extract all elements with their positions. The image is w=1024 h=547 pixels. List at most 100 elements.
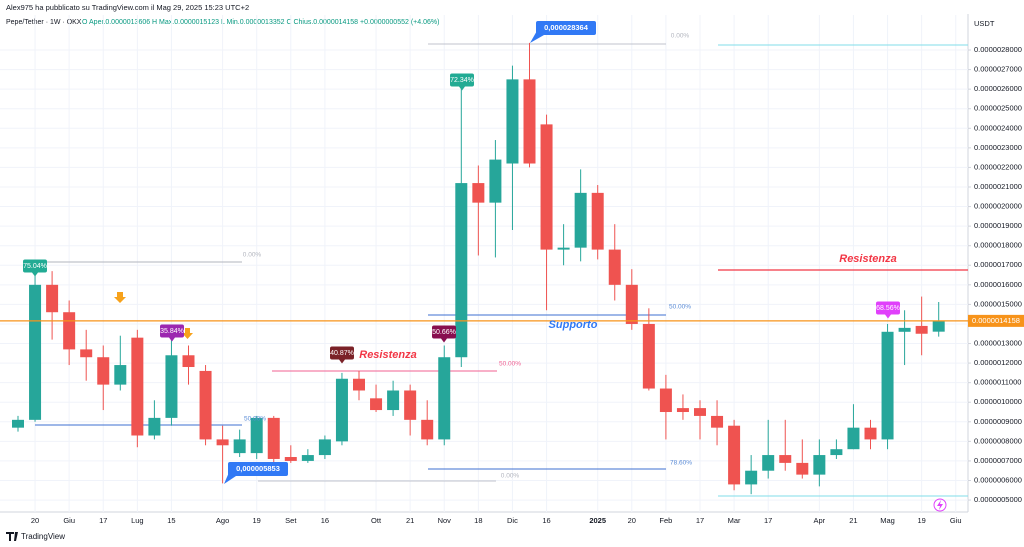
y-tick-label: 0.0000009000: [974, 417, 1022, 426]
y-tick-label: 0.0000024000: [974, 123, 1022, 132]
y-tick-label: 0.0000019000: [974, 221, 1022, 230]
candle-body: [267, 417, 280, 459]
x-tick-label: 17: [99, 516, 107, 525]
candle-body: [557, 247, 570, 250]
x-tick-label: Feb: [659, 516, 672, 525]
candle-body: [608, 249, 621, 285]
callout-label: 40.87%: [330, 350, 354, 357]
x-tick-label: 17: [764, 516, 772, 525]
candle-body: [284, 457, 297, 461]
callout-box: [23, 259, 47, 273]
x-tick-label: 21: [406, 516, 414, 525]
candle-body: [574, 192, 587, 248]
candle-body: [370, 398, 383, 411]
x-tick-label: 16: [542, 516, 550, 525]
currency: USDT: [974, 19, 995, 28]
y-tick-label: 0.0000005000: [974, 495, 1022, 504]
candle-body: [29, 284, 42, 420]
candle-body: [182, 355, 195, 368]
x-tick-label: Lug: [131, 516, 144, 525]
candle-body: [216, 439, 229, 446]
candle-body: [779, 455, 792, 463]
candle-body: [540, 124, 553, 250]
x-tick-label: 20: [31, 516, 39, 525]
fib-label: 50.00%: [669, 304, 691, 311]
x-tick-label: Giu: [950, 516, 962, 525]
candle-body: [438, 357, 451, 440]
candle-body: [745, 470, 758, 485]
candle-body: [12, 419, 24, 428]
fib-label: 78.60%: [670, 460, 692, 467]
candle-body: [404, 390, 417, 420]
callout-pointer: [459, 86, 465, 91]
callout-label: 68.56%: [876, 305, 900, 312]
callout-box: [160, 324, 184, 338]
candle-body: [165, 355, 178, 418]
candle-body: [131, 337, 144, 436]
candle-body: [335, 378, 348, 442]
candle-body: [148, 417, 161, 436]
candle-body: [523, 79, 536, 164]
y-tick-label: 0.0000023000: [974, 143, 1022, 152]
candle-body: [114, 365, 127, 385]
candle-body: [591, 192, 604, 250]
candle-body: [676, 408, 689, 413]
drawings: [35, 43, 968, 512]
candle-body: [97, 357, 110, 385]
candle-body: [694, 408, 706, 416]
candle-body: [847, 427, 860, 450]
candle-body: [711, 415, 724, 428]
x-tick-label: 21: [849, 516, 857, 525]
fib-label: 50.00%: [244, 416, 266, 423]
last-price-box: [968, 314, 1024, 327]
callout-box: [536, 21, 596, 35]
y-tick-label: 0.0000010000: [974, 397, 1022, 406]
callout-label: 35.84%: [160, 328, 184, 335]
note: Resistenza: [359, 349, 416, 361]
candle-body: [506, 79, 519, 164]
candle-body: [80, 349, 93, 358]
candle-body: [881, 331, 894, 440]
callout-box: [432, 325, 456, 339]
callout-box: [330, 346, 354, 360]
fib-label: 0.00%: [671, 33, 690, 40]
x-tick-label: Set: [285, 516, 297, 525]
candle-body: [830, 449, 843, 456]
y-tick-label: 0.0000022000: [974, 162, 1022, 171]
candle-body: [898, 327, 911, 332]
candle-body: [199, 370, 212, 440]
x-tick-label: Apr: [814, 516, 826, 525]
candle-body: [642, 323, 655, 389]
candle-body: [762, 455, 775, 471]
x-tick-label: Nov: [438, 516, 452, 525]
candle-body: [864, 427, 877, 440]
fib-label: 0.00%: [501, 473, 520, 480]
callout-pointer: [169, 337, 175, 342]
header: Alex975 ha pubblicato su TradingView.com…: [6, 3, 249, 12]
callout-label: 0,000005853: [236, 464, 280, 473]
symbol: Pepe/Tether · 1W · OKX: [6, 19, 82, 26]
alert-icon: [933, 498, 947, 512]
x-tick-label: 15: [167, 516, 175, 525]
logo: [6, 532, 18, 541]
candle-body: [472, 183, 485, 203]
candle-body: [813, 455, 826, 475]
candle-body: [625, 284, 638, 324]
ohlc-legend: O Aper.0.0000013606 H Max.0.0000015123 L…: [82, 19, 439, 26]
candle-body: [932, 320, 945, 332]
last-price-label: 0.0000014158: [972, 316, 1020, 325]
candle-body: [250, 417, 263, 454]
candle-body: [796, 462, 809, 475]
callout-box: [876, 301, 900, 315]
candle-body: [353, 378, 365, 391]
y-tick-label: 0.0000008000: [974, 436, 1022, 445]
candle-body: [915, 325, 928, 334]
x-tick-label: 2025: [589, 516, 606, 525]
y-tick-label: 0.0000018000: [974, 241, 1022, 250]
y-tick-label: 0.0000026000: [974, 84, 1022, 93]
candle-body: [63, 312, 76, 350]
callout-label: 75.04%: [23, 263, 47, 270]
x-tick-label: Dic: [507, 516, 518, 525]
callout-label: 72.34%: [450, 77, 474, 84]
callout-box: [228, 462, 288, 476]
